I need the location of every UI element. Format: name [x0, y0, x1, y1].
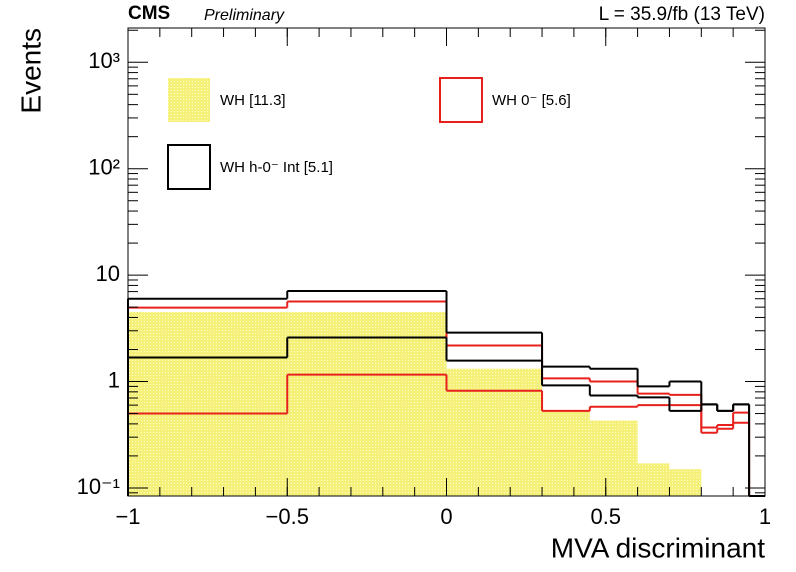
y-axis-label: Events [15, 28, 46, 114]
plot-area: 10⁻¹ 1 10 10² 10³ −1 −0.5 0 0.5 1 WH [11.3] WH 0⁻ [… [77, 27, 771, 529]
bar [446, 368, 543, 496]
y-tick-label: 10 [96, 261, 120, 286]
legend-label: WH h-0⁻ Int [5.1] [220, 159, 333, 176]
x-tick-label: 1 [759, 504, 771, 529]
x-tick-label: 0.5 [590, 504, 621, 529]
bar [542, 410, 590, 496]
legend-swatch [167, 144, 211, 190]
x-axis-label: MVA discriminant [551, 532, 765, 563]
y-tick-label: 10³ [88, 48, 120, 73]
bar [669, 469, 702, 496]
y-tick-label: 1 [108, 367, 120, 392]
x-tick-label: −0.5 [266, 504, 309, 529]
bar [128, 312, 288, 496]
chart-title: CMS [128, 3, 170, 24]
legend-label: WH 0⁻ [5.6] [492, 92, 571, 109]
y-tick-label: 10⁻¹ [77, 474, 120, 499]
bar [287, 312, 447, 496]
bar [637, 463, 670, 496]
legend-label: WH [11.3] [220, 92, 286, 109]
bar [589, 420, 638, 496]
x-tick-label: −1 [115, 504, 140, 529]
chart-subtitle: Preliminary [204, 7, 285, 24]
y-tick-label: 10² [88, 155, 120, 180]
x-tick-label: 0 [440, 504, 452, 529]
legend-swatch [168, 78, 210, 122]
legend-swatch [439, 77, 483, 123]
annotation: L = 35.9/fb (13 TeV) [599, 4, 765, 25]
